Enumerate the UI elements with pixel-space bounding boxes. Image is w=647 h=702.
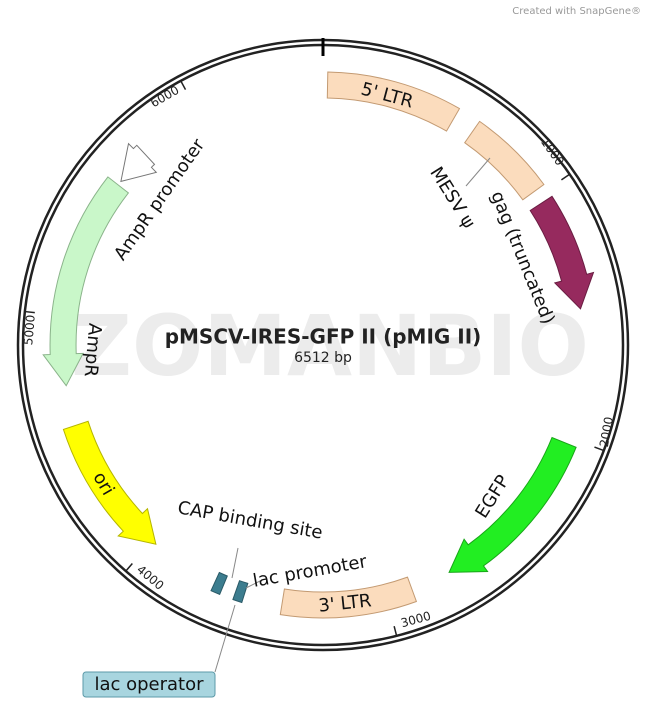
feature-shape [529,195,595,310]
feature-shape [120,142,158,183]
tick-label: 2000 [597,416,616,449]
tick-mark [24,310,35,314]
tick-mark [180,80,187,91]
tick-label: 5000 [21,314,38,346]
tick-mark [393,625,398,637]
feature-shape [62,420,157,545]
leader-line [231,547,239,579]
plasmid-name: pMSCV-IRES-GFP II (pMIG II) [165,325,482,349]
feature-shape [42,176,130,387]
feature-shape [279,576,418,619]
tick-mark [594,446,605,452]
feature-shape [464,120,545,201]
plasmid-length: 6512 bp [294,350,352,366]
feature-shape [232,580,249,604]
tick-mark [125,563,133,572]
leader-line [214,604,236,673]
feature-label: AmpR [80,322,106,377]
tick-mark [560,173,571,181]
leader-line [465,157,491,187]
leader-line [245,579,263,589]
feature-label: lac operator [94,674,204,695]
feature-shape [448,436,577,573]
label-box [82,671,216,698]
credit: Created with SnapGene® [512,6,641,17]
watermark: ZOMANBIO [71,297,589,395]
feature-shape [210,571,228,596]
feature-shape [326,71,461,132]
